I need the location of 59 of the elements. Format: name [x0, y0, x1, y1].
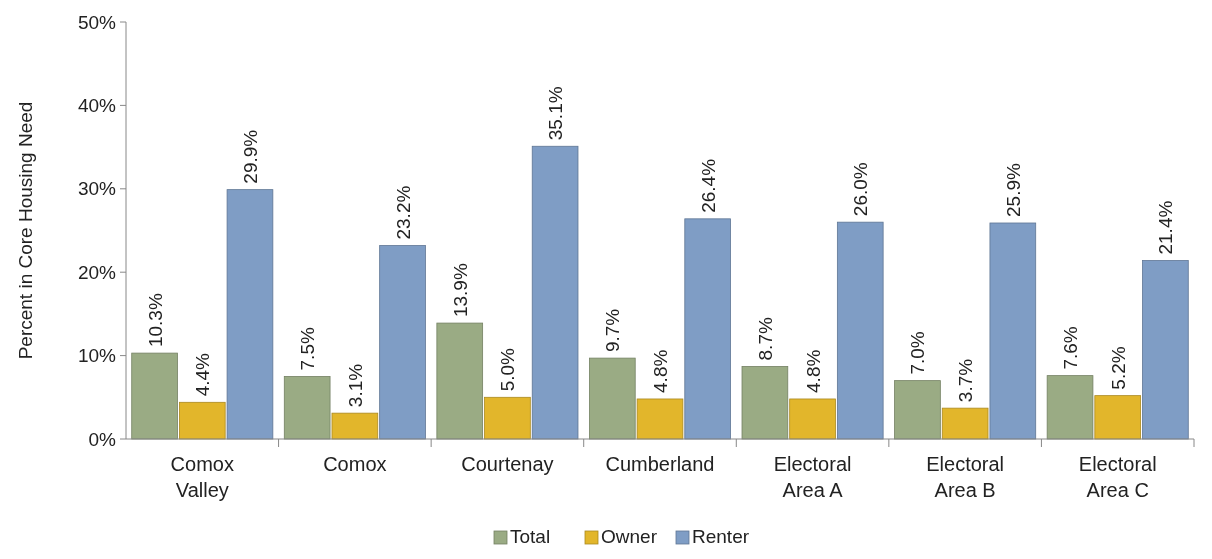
- x-tick-label: Electoral Area C: [1078, 453, 1157, 501]
- x-tick-label: Comox: [323, 453, 387, 475]
- data-label: 3.7%: [955, 358, 977, 403]
- bar: [741, 366, 789, 440]
- data-label: 7.0%: [907, 331, 929, 375]
- legend-label: Renter: [692, 526, 750, 547]
- bar: [379, 245, 426, 440]
- y-tick-label: 50%: [77, 11, 117, 33]
- data-label: 26.4%: [697, 158, 719, 213]
- data-label: 4.8%: [650, 349, 671, 393]
- data-label: 3.1%: [344, 363, 366, 408]
- data-label: 13.9%: [449, 263, 471, 318]
- bar: [531, 145, 579, 440]
- bar: [589, 357, 636, 440]
- data-label: 35.1%: [545, 86, 567, 141]
- bar: [789, 398, 836, 440]
- x-tick-label: Electoral Area B: [926, 453, 1005, 501]
- data-label: 5.2%: [1107, 346, 1129, 390]
- y-axis-title: Percent in Core Housing Need: [15, 101, 36, 360]
- data-label: 4.4%: [192, 352, 214, 397]
- bar: [436, 322, 484, 440]
- x-tick-label: Courtenay: [461, 453, 554, 475]
- legend-label: Owner: [601, 526, 658, 547]
- bar: [179, 401, 226, 440]
- data-label: 5.0%: [497, 347, 519, 392]
- bar: [1094, 395, 1141, 440]
- y-tick-label: 20%: [77, 261, 117, 283]
- bar: [894, 380, 941, 440]
- bar: [941, 407, 989, 440]
- data-label: 4.8%: [802, 349, 824, 393]
- legend-label: Total: [510, 526, 551, 547]
- x-tick-label: Comox Valley: [170, 453, 234, 501]
- y-tick-label: 0%: [88, 428, 117, 450]
- bar: [636, 398, 684, 440]
- bar: [836, 221, 884, 440]
- data-label: 23.2%: [392, 185, 414, 240]
- bar: [684, 218, 731, 440]
- bar: [131, 352, 178, 440]
- bar: [484, 396, 531, 440]
- data-label: 25.9%: [1002, 163, 1024, 217]
- data-label: 10.3%: [144, 293, 166, 348]
- data-label: 8.7%: [754, 317, 776, 361]
- y-tick-label: 30%: [77, 178, 117, 200]
- bar: [1142, 260, 1189, 440]
- y-tick-label: 10%: [77, 345, 117, 367]
- x-tick-label: Cumberland: [605, 453, 715, 475]
- bar: [331, 412, 379, 440]
- data-label: 26.0%: [850, 162, 872, 217]
- data-label: 9.7%: [602, 308, 624, 353]
- bar: [1046, 375, 1094, 440]
- data-label: 29.9%: [239, 129, 261, 184]
- bar: [989, 222, 1037, 440]
- data-label: 7.6%: [1060, 326, 1082, 370]
- data-label: 7.5%: [297, 327, 319, 371]
- bar: [226, 189, 274, 440]
- x-tick-label: Electoral Area A: [773, 453, 852, 501]
- y-tick-label: 40%: [77, 95, 117, 117]
- data-label: 21.4%: [1155, 200, 1177, 255]
- bar: [283, 376, 331, 440]
